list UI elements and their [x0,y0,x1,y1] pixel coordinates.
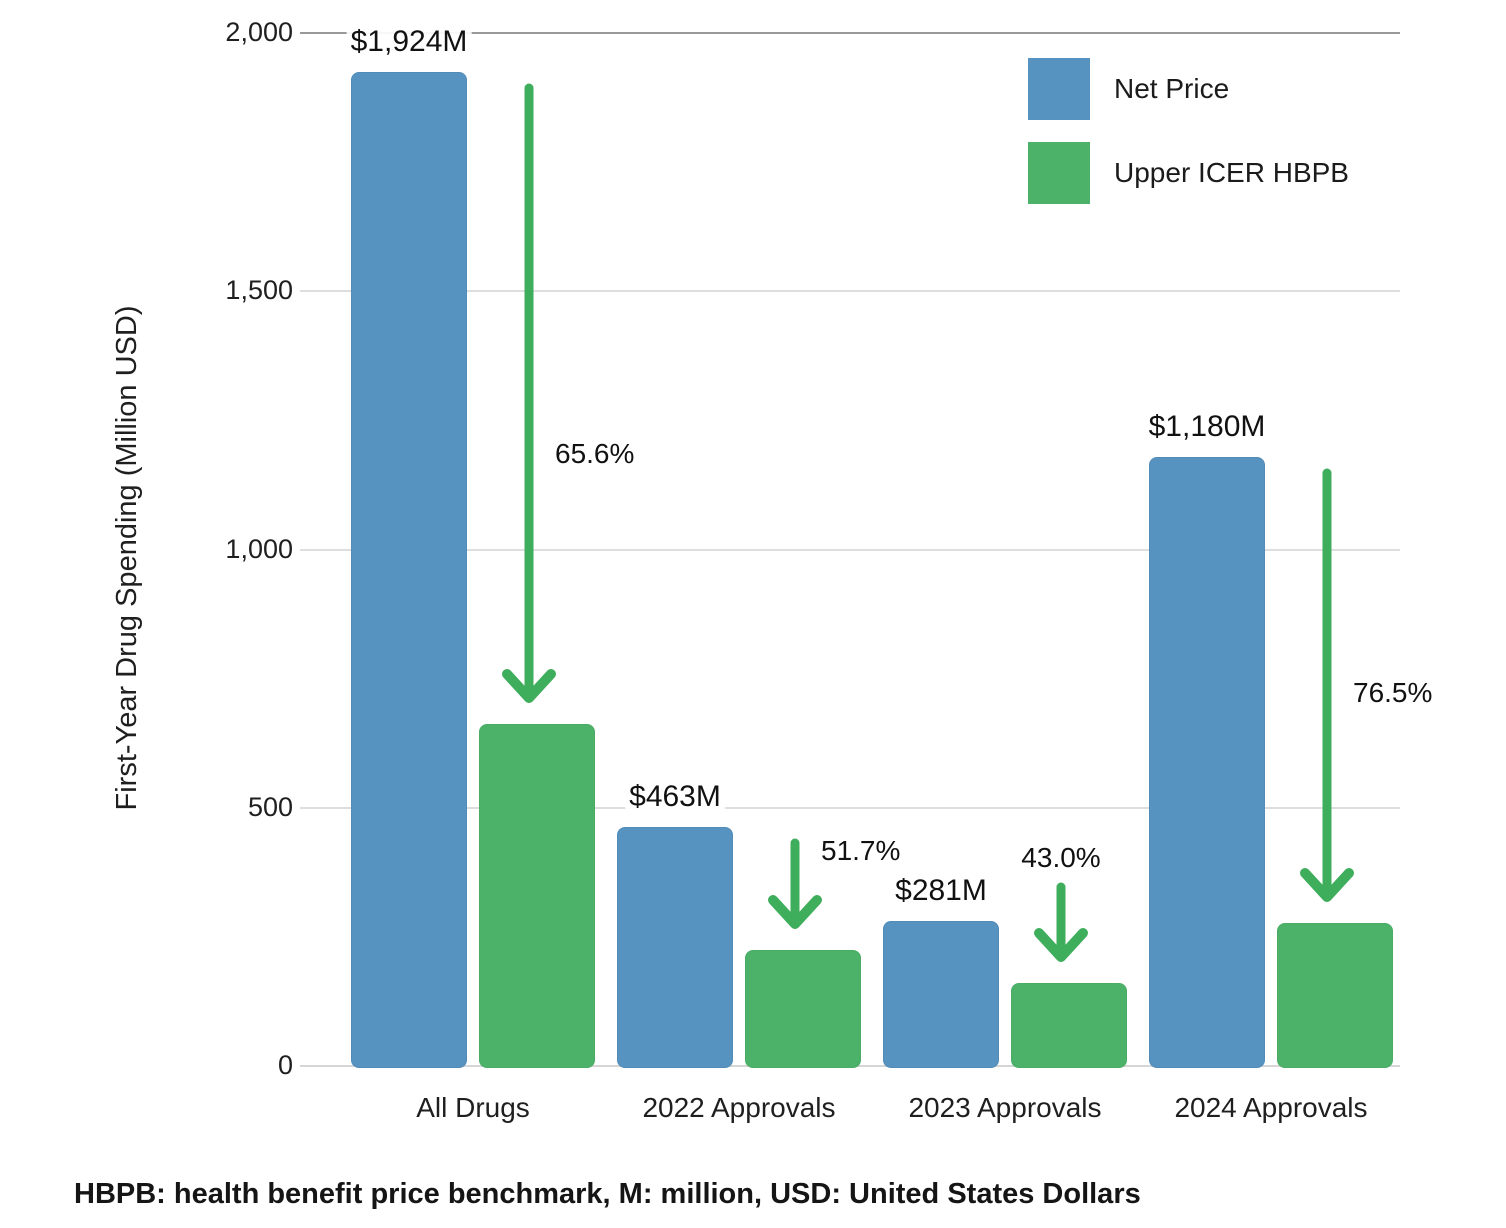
category-label-2: 2023 Approvals [908,1092,1102,1123]
reduction-label-0: 65.6% [551,437,639,472]
legend-label-upper-icer-hbpb: Upper ICER HBPB [1114,157,1349,188]
category-label-0: All Drugs [416,1092,530,1123]
reduction-label-3: 76.5% [1349,676,1437,711]
reduction-label-2: 43.0% [1017,841,1105,876]
value-label-0: $1,924M [346,24,472,61]
reduction-label-1: 51.7% [817,834,905,868]
gridline-2,000 [300,32,1400,34]
reduction-arrow-0 [502,83,556,704]
y-tick-label-500: 500 [247,792,293,822]
y-tick-label-1,500: 1,500 [225,275,293,305]
bar-upper-icer-hbpb-0 [479,724,595,1068]
reduction-arrow-1 [768,838,822,929]
gridline-500 [300,807,1400,809]
y-tick-label-2,000: 2,000 [225,17,293,47]
legend: Net Price Upper ICER HBPB [1028,58,1349,226]
legend-swatch-upper-icer-hbpb [1028,142,1090,204]
bar-upper-icer-hbpb-2 [1011,983,1127,1068]
legend-item-net-price: Net Price [1028,58,1349,120]
legend-swatch-net-price [1028,58,1090,120]
value-label-3: $1,180M [1144,408,1270,445]
bar-net-price-0 [351,72,467,1068]
gridline-1,500 [300,290,1400,292]
value-label-1: $463M [625,778,725,815]
bar-upper-icer-hbpb-1 [745,950,861,1068]
y-tick-label-1,000: 1,000 [225,534,293,564]
value-label-2: $281M [891,872,991,909]
reduction-arrow-2 [1034,882,1088,963]
category-label-3: 2024 Approvals [1174,1092,1368,1123]
y-tick-label-0: 0 [277,1050,293,1080]
bar-net-price-3 [1149,456,1265,1068]
bar-net-price-1 [617,826,733,1068]
footnote-abbreviations: HBPB: health benefit price benchmark, M:… [74,1178,1141,1210]
legend-item-upper-icer-hbpb: Upper ICER HBPB [1028,142,1349,204]
reduction-arrow-3 [1300,468,1354,902]
legend-label-net-price: Net Price [1114,73,1230,104]
bar-net-price-2 [883,920,999,1068]
bar-upper-icer-hbpb-3 [1277,922,1393,1068]
gridline-1,000 [300,549,1400,551]
category-label-1: 2022 Approvals [642,1092,836,1123]
